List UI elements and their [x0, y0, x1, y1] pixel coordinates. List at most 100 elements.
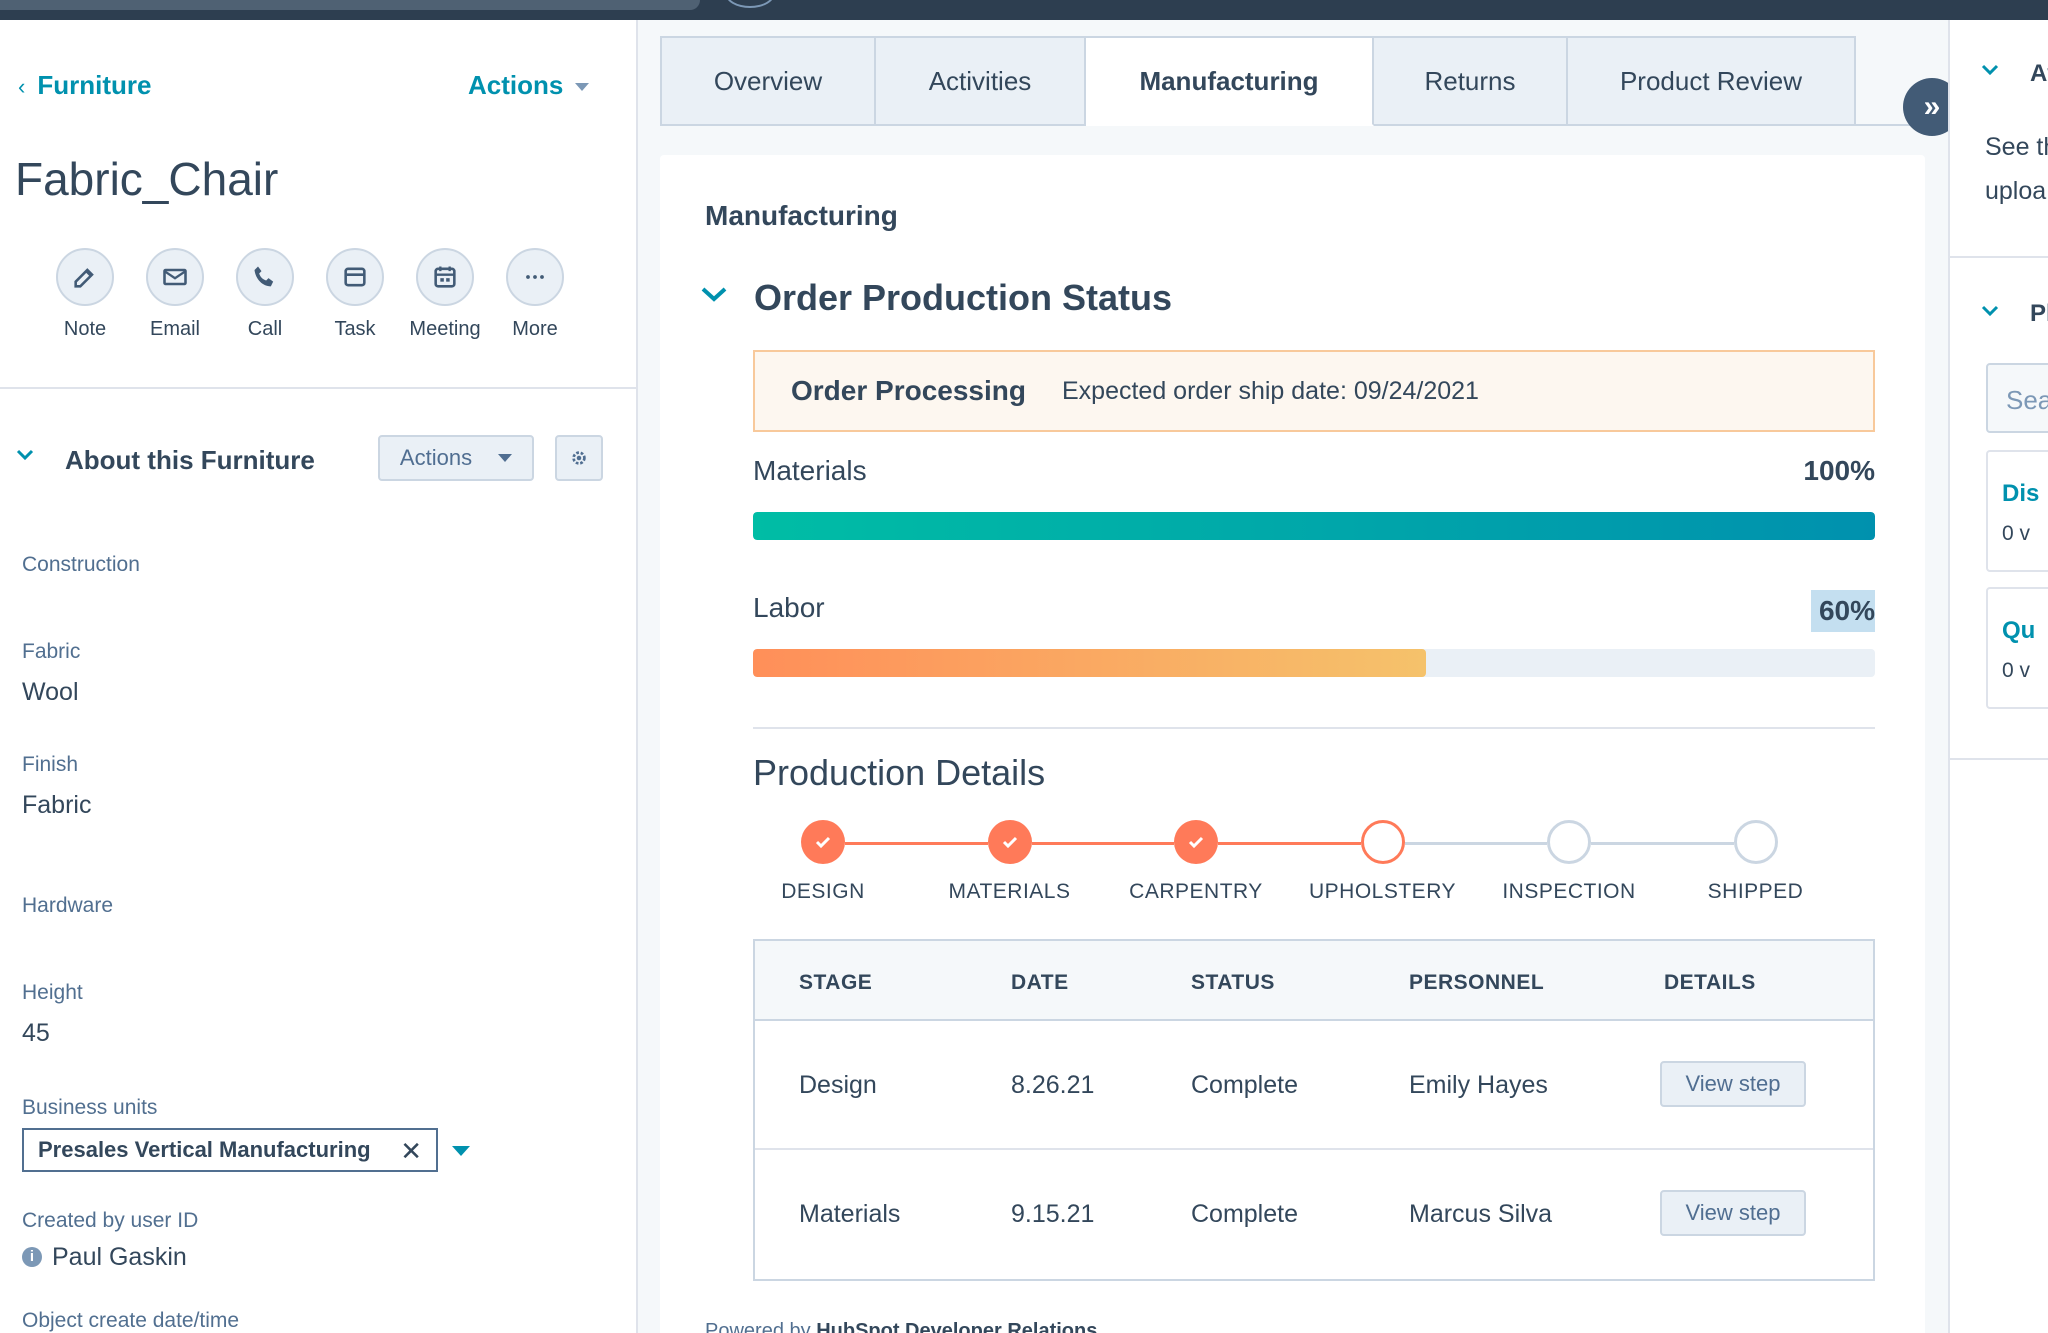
- divider: [0, 387, 636, 389]
- property-construction[interactable]: Construction: [22, 553, 140, 577]
- property-label: Hardware: [22, 894, 114, 917]
- call-action[interactable]: Call: [220, 248, 310, 341]
- check-icon: [801, 820, 845, 864]
- property-label: Height: [22, 981, 83, 1004]
- record-actions-label: Actions: [468, 70, 564, 100]
- right-section-title: At: [2030, 60, 2048, 87]
- meeting-action[interactable]: Meeting: [400, 248, 490, 341]
- email-action[interactable]: Email: [130, 248, 220, 341]
- more-icon[interactable]: [506, 248, 564, 306]
- view-step-button[interactable]: View step: [1660, 1061, 1806, 1107]
- production-table: STAGE DATE STATUS PERSONNEL DETAILS Desi…: [753, 939, 1875, 1281]
- right-card-sub: 0 v: [2002, 522, 2031, 545]
- meeting-icon[interactable]: [416, 248, 474, 306]
- step-carpentry: CARPENTRY: [1096, 820, 1296, 904]
- chevron-down-icon[interactable]: [1980, 303, 2000, 319]
- cell-date: 9.15.21: [1011, 1200, 1095, 1228]
- right-section-title: Pl: [2030, 300, 2048, 327]
- task-action[interactable]: Task: [310, 248, 400, 341]
- cell-stage: Materials: [799, 1200, 901, 1228]
- step-current-icon: [1360, 820, 1405, 864]
- property-finish[interactable]: Finish Fabric: [22, 753, 91, 820]
- table-header: STAGE DATE STATUS PERSONNEL DETAILS: [755, 941, 1873, 1021]
- right-search-input[interactable]: Sea: [1986, 363, 2048, 433]
- settings-button[interactable]: [555, 435, 603, 481]
- property-fabric[interactable]: Fabric Wool: [22, 640, 80, 707]
- column-header-details: DETAILS: [1664, 971, 1756, 994]
- tab-underline: [1855, 124, 1950, 126]
- step-label: UPHOLSTERY: [1309, 880, 1456, 903]
- email-label: Email: [149, 318, 200, 340]
- view-step-button[interactable]: View step: [1660, 1190, 1806, 1236]
- tab-label: Product Review: [1619, 65, 1803, 96]
- table-row: Design 8.26.21 Complete Emily Hayes View…: [755, 1021, 1873, 1150]
- column-header-status: STATUS: [1191, 971, 1275, 994]
- email-icon[interactable]: [146, 248, 204, 306]
- right-section-text: See th: [1985, 133, 2048, 161]
- more-action[interactable]: More: [490, 248, 580, 341]
- call-icon[interactable]: [236, 248, 294, 306]
- tab-manufacturing[interactable]: Manufacturing: [1086, 36, 1374, 126]
- divider: [753, 727, 1875, 729]
- right-sidebar: At See th uploa Pl Sea Dis 0 v Qu 0 v: [1948, 20, 2048, 1333]
- note-icon[interactable]: [56, 248, 114, 306]
- tab-activities[interactable]: Activities: [876, 36, 1086, 126]
- caret-down-icon[interactable]: [452, 1146, 470, 1156]
- nav-circle-icon[interactable]: [725, 0, 775, 8]
- column-header-date: DATE: [1011, 971, 1069, 994]
- right-card[interactable]: Dis 0 v: [1986, 450, 2048, 572]
- record-actions-dropdown[interactable]: Actions: [468, 70, 590, 101]
- more-label: More: [512, 318, 558, 340]
- step-connector: [1404, 842, 1547, 845]
- step-inspection: INSPECTION: [1469, 820, 1669, 904]
- tab-product-review[interactable]: Product Review: [1568, 36, 1856, 126]
- property-hardware[interactable]: Hardware: [22, 894, 113, 918]
- chevron-down-icon[interactable]: [15, 445, 35, 465]
- order-status-alert: Order Processing Expected order ship dat…: [753, 350, 1875, 432]
- tab-returns[interactable]: Returns: [1374, 36, 1568, 126]
- powered-by-link[interactable]: HubSpot Developer Relations: [816, 1320, 1098, 1333]
- property-value-row: i Paul Gaskin: [22, 1243, 198, 1272]
- right-card-title: Dis: [2002, 480, 2040, 507]
- property-created-by[interactable]: Created by user ID i Paul Gaskin: [22, 1209, 198, 1272]
- chevron-down-icon[interactable]: [700, 283, 728, 305]
- meeting-label: Meeting: [409, 318, 481, 340]
- global-search-bar[interactable]: [0, 0, 700, 10]
- note-action[interactable]: Note: [40, 248, 130, 341]
- tab-label: Returns: [1424, 65, 1516, 96]
- cell-stage: Design: [799, 1071, 877, 1099]
- progress-fill-labor: [753, 649, 1427, 677]
- progress-fill-materials: [753, 512, 1875, 540]
- property-value: 45: [22, 1019, 50, 1047]
- chevron-down-icon[interactable]: [1980, 62, 2000, 78]
- about-actions-button[interactable]: Actions: [378, 435, 534, 481]
- note-label: Note: [63, 318, 107, 340]
- step-connector: [845, 842, 988, 845]
- breadcrumb[interactable]: ‹ Furniture: [18, 70, 151, 101]
- right-card-sub: 0 v: [2002, 659, 2031, 682]
- right-card[interactable]: Qu 0 v: [1986, 587, 2048, 709]
- property-label: Object create date/time: [22, 1309, 240, 1332]
- task-label: Task: [334, 318, 376, 340]
- production-details-title: Production Details: [753, 752, 1046, 793]
- about-actions-label: Actions: [399, 445, 473, 470]
- tab-label: Manufacturing: [1139, 65, 1319, 96]
- business-unit-tag[interactable]: Presales Vertical Manufacturing ✕: [22, 1128, 438, 1172]
- tab-overview[interactable]: Overview: [660, 36, 876, 126]
- property-object-create-date[interactable]: Object create date/time: [22, 1309, 239, 1333]
- step-shipped: SHIPPED: [1656, 820, 1856, 904]
- production-stepper: DESIGN MATERIALS CARPENTRY UPHOLSTERY INSPEC…: [753, 820, 1875, 903]
- progress-label-labor: Labor: [753, 592, 825, 623]
- info-icon[interactable]: i: [22, 1247, 42, 1267]
- check-icon: [987, 820, 1032, 864]
- right-section-text: uploa: [1985, 177, 2047, 205]
- step-upholstery: UPHOLSTERY: [1283, 820, 1483, 904]
- record-name: Fabric_Chair: [15, 153, 279, 205]
- progress-percent-labor: 60%: [1811, 590, 1875, 632]
- property-height[interactable]: Height 45: [22, 981, 83, 1048]
- step-label: MATERIALS: [948, 880, 1071, 903]
- column-header-stage: STAGE: [799, 971, 873, 994]
- double-chevron-right-icon: »: [1923, 90, 1941, 123]
- close-icon[interactable]: ✕: [400, 1136, 422, 1166]
- task-icon[interactable]: [326, 248, 384, 306]
